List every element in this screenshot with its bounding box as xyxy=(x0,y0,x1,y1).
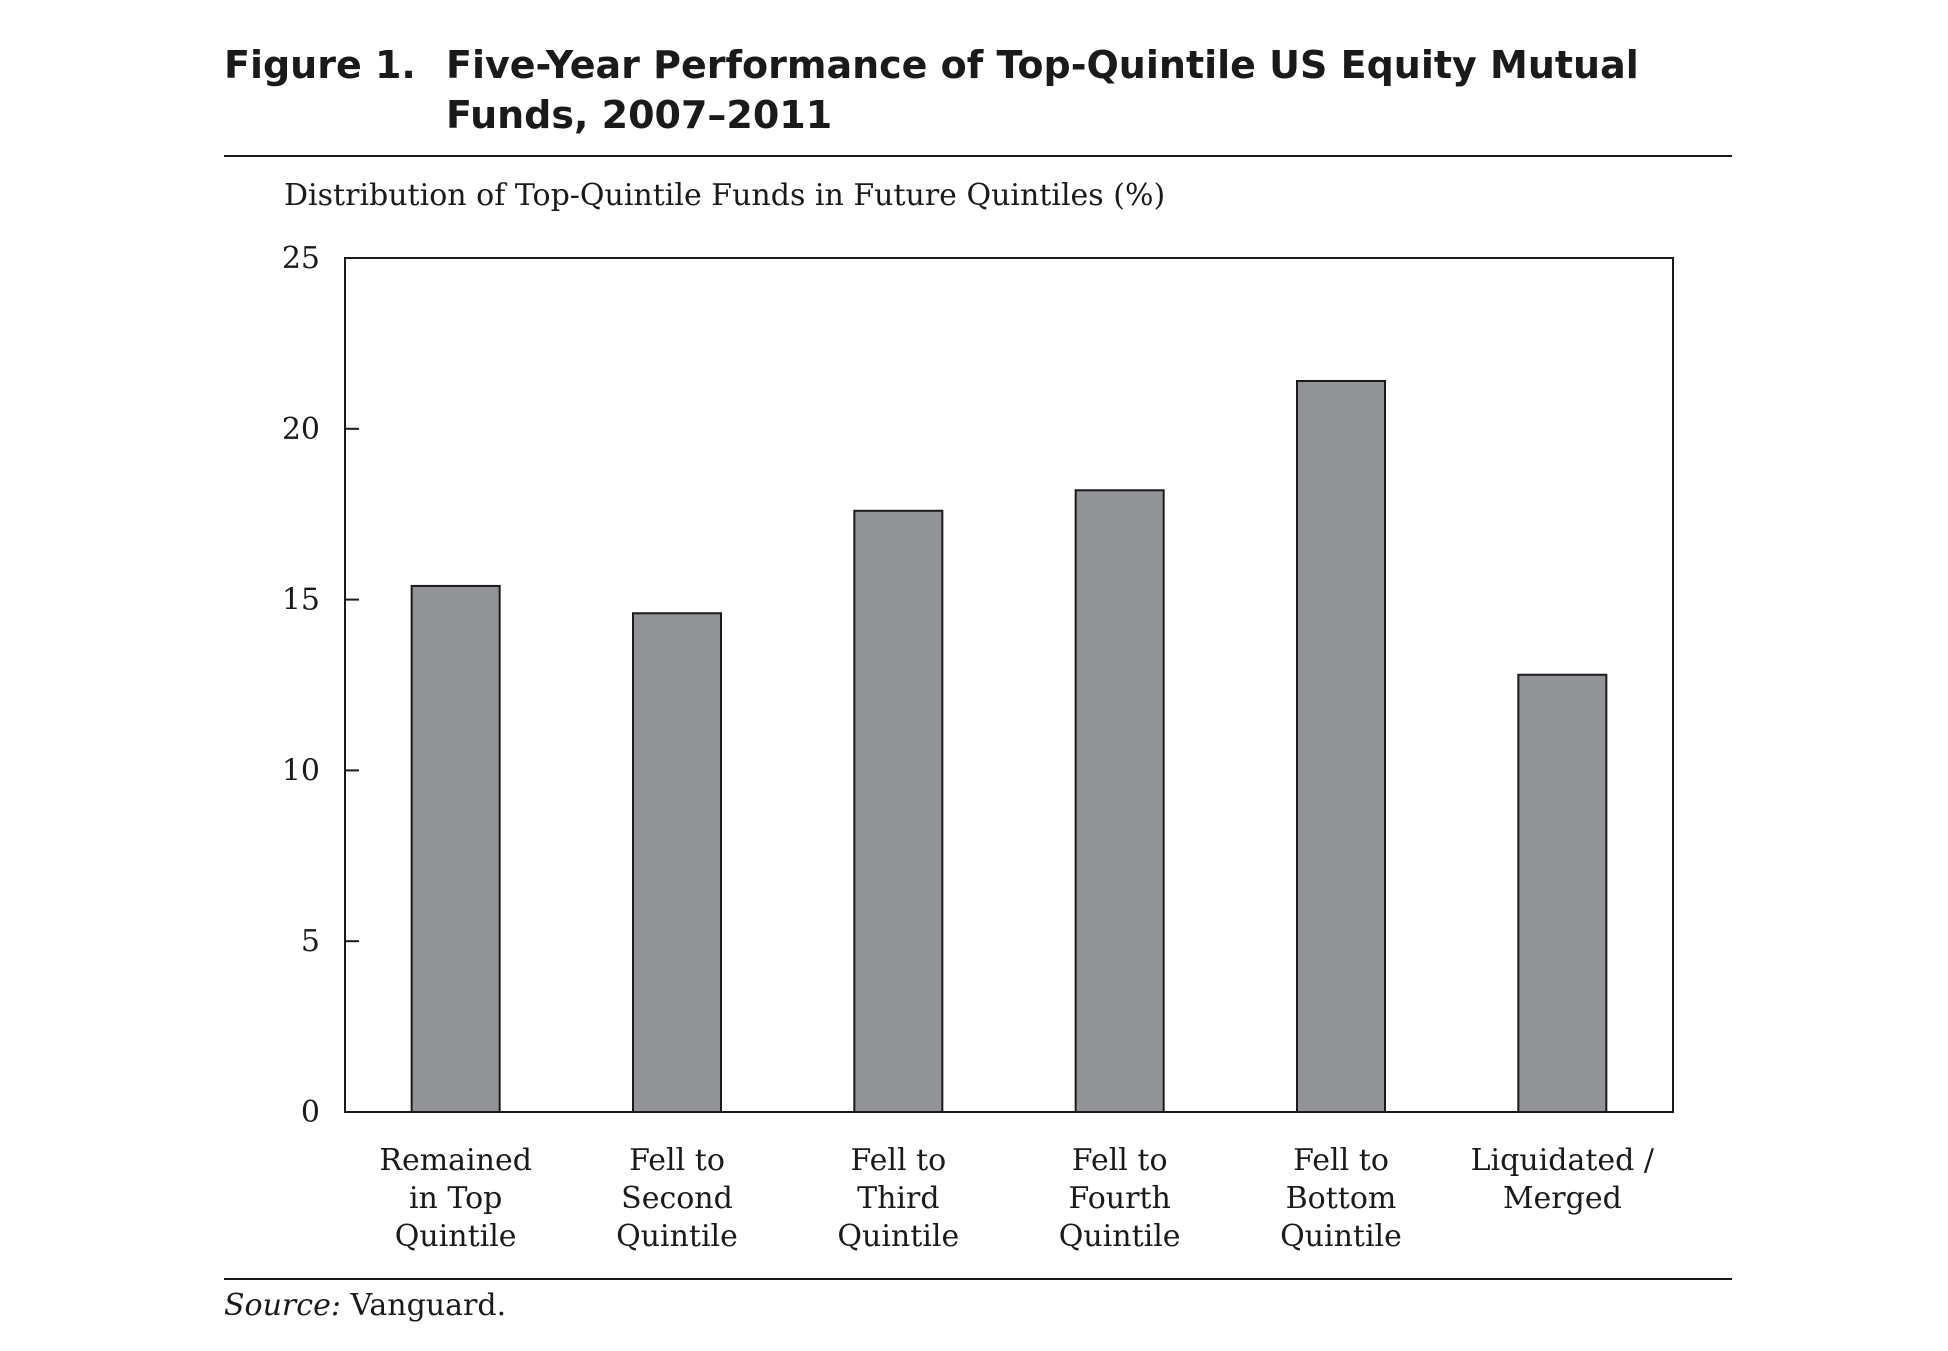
category-label-line: Third xyxy=(857,1181,939,1216)
category-label-line: Second xyxy=(621,1181,733,1216)
y-tick-label: 25 xyxy=(282,241,320,276)
category-label: Fell to Second Quintile xyxy=(616,1143,738,1254)
category-label-line: Merged xyxy=(1503,1181,1622,1216)
top-rule xyxy=(224,155,1732,157)
bottom-rule xyxy=(224,1278,1732,1280)
category-label-line: in Top xyxy=(409,1181,502,1216)
bar xyxy=(632,612,722,1113)
bar xyxy=(1296,379,1386,1113)
category-label-line: Fell to xyxy=(629,1143,725,1178)
category-label-line: Quintile xyxy=(395,1219,517,1254)
figure-title-text: Five-Year Performance of Top-Quintile US… xyxy=(446,43,1639,137)
category-label-line: Bottom xyxy=(1286,1181,1397,1216)
category-label: Remained in Top Quintile xyxy=(379,1143,532,1254)
y-tick-label: 10 xyxy=(282,753,320,788)
category-label-line: Fell to xyxy=(1293,1143,1389,1178)
category-label-line: Quintile xyxy=(1059,1219,1181,1254)
category-label: Fell to Third Quintile xyxy=(837,1143,959,1254)
category-label-line: Fourth xyxy=(1069,1181,1171,1216)
category-label-line: Fell to xyxy=(850,1143,946,1178)
category-label-line: Quintile xyxy=(616,1219,738,1254)
category-label-line: Fell to xyxy=(1072,1143,1168,1178)
source-text: Vanguard. xyxy=(340,1288,507,1323)
category-label: Liquidated / Merged xyxy=(1471,1143,1655,1216)
y-tick-label: 15 xyxy=(282,583,320,618)
bar xyxy=(1517,673,1608,1113)
y-tick-label: 20 xyxy=(282,412,320,447)
y-tick-label: 5 xyxy=(301,924,320,959)
bars xyxy=(410,379,1608,1113)
category-label: Fell to Bottom Quintile xyxy=(1280,1143,1402,1254)
bar xyxy=(853,509,944,1113)
figure-label: Figure 1. xyxy=(224,43,416,87)
y-tick-label: 0 xyxy=(301,1095,320,1130)
category-label-line: Remained xyxy=(379,1143,532,1178)
source-note: Source: Vanguard. xyxy=(224,1288,506,1323)
bar xyxy=(1074,489,1165,1113)
category-label: Fell to Fourth Quintile xyxy=(1059,1143,1181,1254)
category-label-line: Quintile xyxy=(1280,1219,1402,1254)
category-label-line: Liquidated / xyxy=(1471,1143,1655,1178)
source-label: Source: xyxy=(224,1288,341,1323)
y-axis-ticks: 0 5 10 15 20 25 xyxy=(282,241,359,1130)
bar xyxy=(410,584,501,1113)
y-axis-label: Distribution of Top-Quintile Funds in Fu… xyxy=(284,178,1166,213)
plot-frame xyxy=(344,257,1674,1113)
category-label-line: Quintile xyxy=(837,1219,959,1254)
